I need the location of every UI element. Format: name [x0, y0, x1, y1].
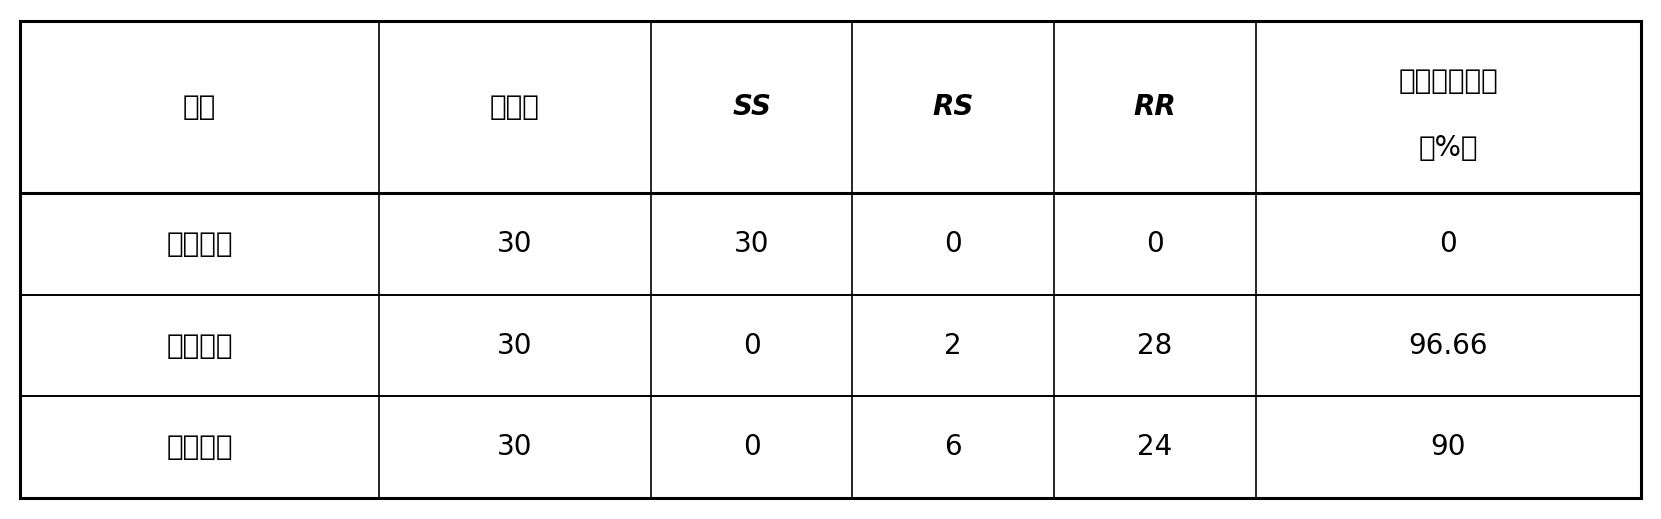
- Text: （%）: （%）: [1418, 134, 1478, 162]
- Text: 室内敏感: 室内敏感: [166, 230, 233, 258]
- Text: 怀柔种群: 怀柔种群: [166, 332, 233, 360]
- Text: 30: 30: [497, 332, 533, 360]
- Text: 0: 0: [742, 332, 761, 360]
- Text: 0: 0: [1440, 230, 1457, 258]
- Text: 样本数: 样本数: [490, 93, 540, 121]
- Text: 海淀种群: 海淀种群: [166, 433, 233, 461]
- Text: 种群: 种群: [183, 93, 216, 121]
- Text: 0: 0: [742, 433, 761, 461]
- Text: 0: 0: [1146, 230, 1164, 258]
- Text: 30: 30: [734, 230, 769, 258]
- Text: RR: RR: [1133, 93, 1176, 121]
- Text: 96.66: 96.66: [1409, 332, 1488, 360]
- Text: 90: 90: [1430, 433, 1467, 461]
- Text: 抗性个体频率: 抗性个体频率: [1399, 67, 1498, 95]
- Text: 6: 6: [945, 433, 962, 461]
- Text: 30: 30: [497, 433, 533, 461]
- Text: 28: 28: [1138, 332, 1173, 360]
- Text: 24: 24: [1138, 433, 1173, 461]
- Text: 0: 0: [945, 230, 962, 258]
- Text: RS: RS: [932, 93, 973, 121]
- Text: SS: SS: [733, 93, 771, 121]
- Text: 30: 30: [497, 230, 533, 258]
- Text: 2: 2: [945, 332, 962, 360]
